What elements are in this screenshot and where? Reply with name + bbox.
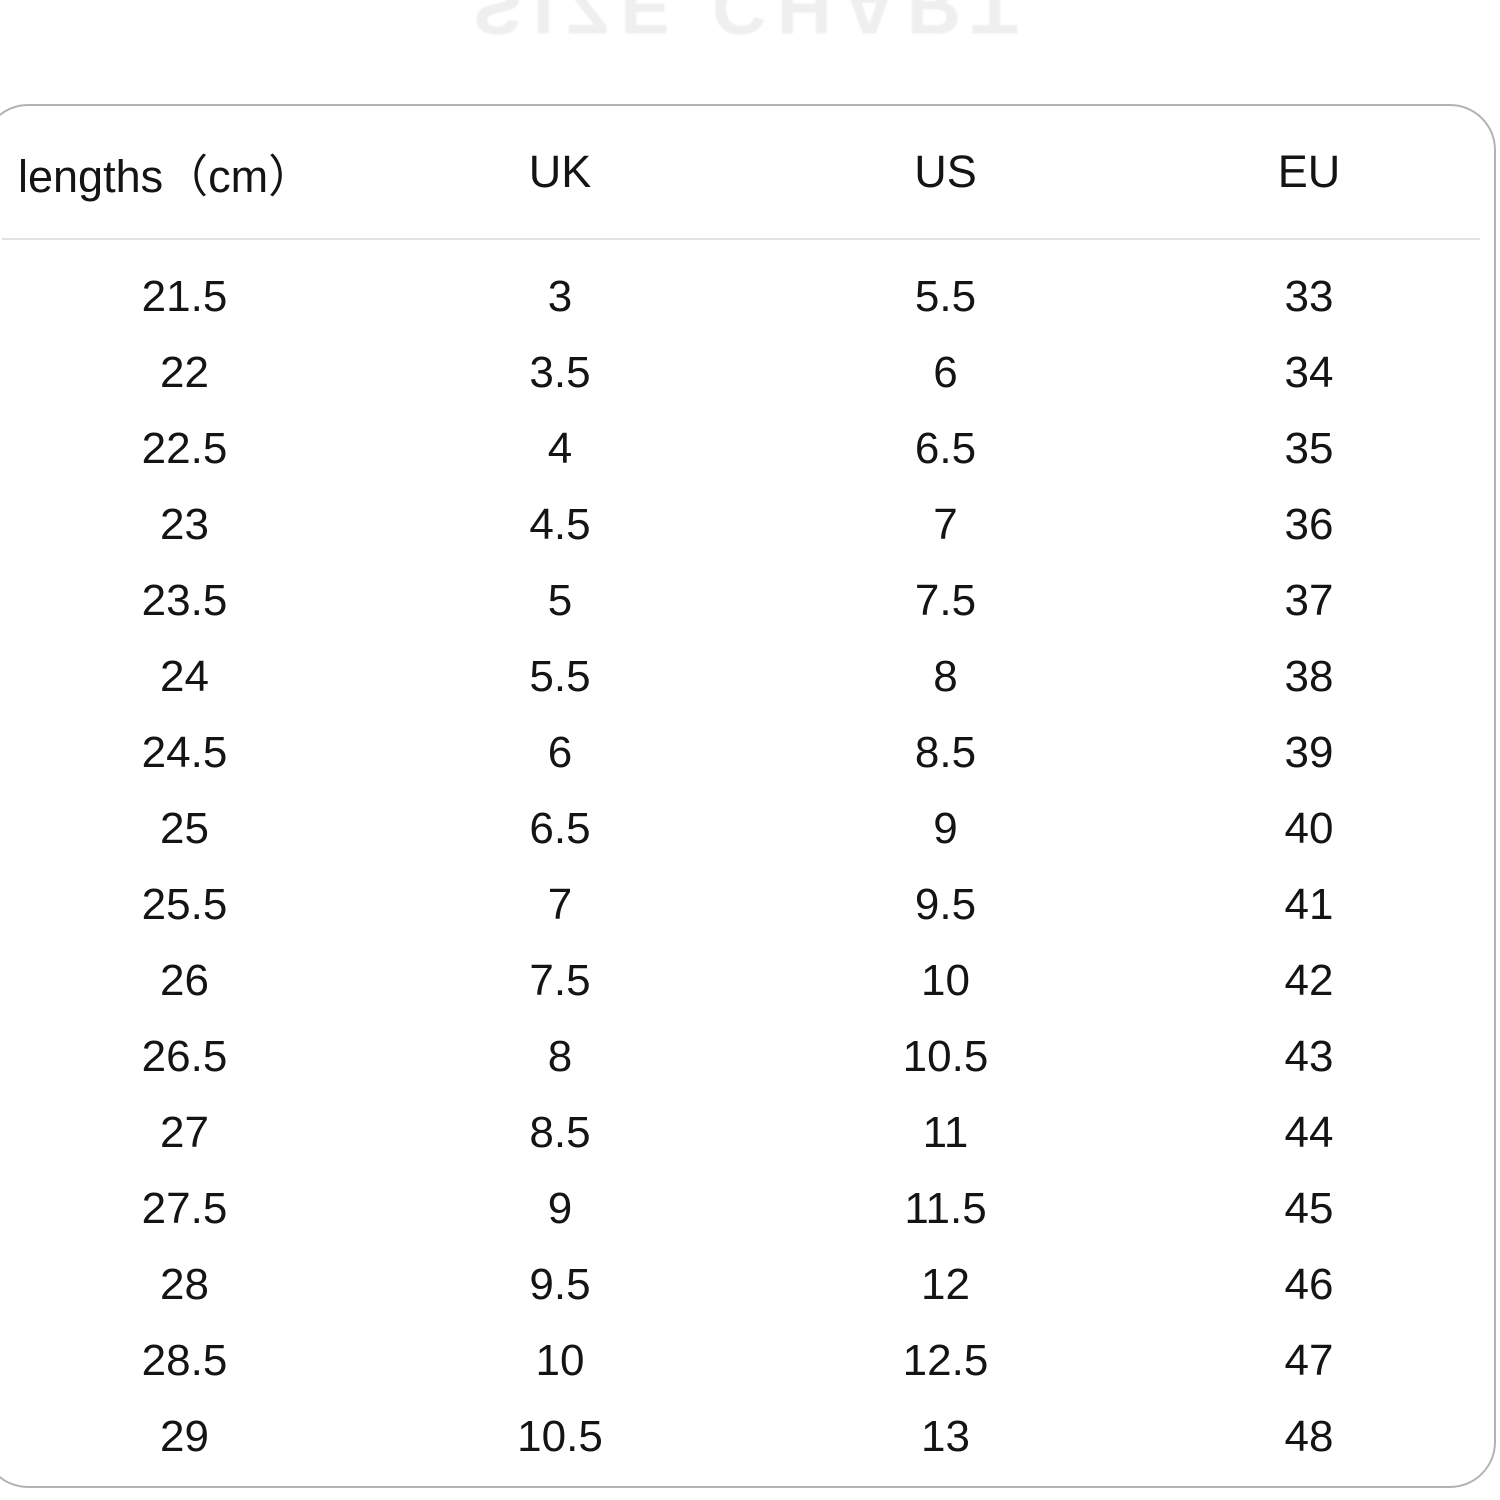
cell-uk: 7 xyxy=(547,880,573,929)
cell-length: 21.5 xyxy=(141,272,228,321)
table-row: 22 3.5 6 34 xyxy=(2,335,1480,411)
cell-length: 24.5 xyxy=(141,728,228,777)
table-row: 28.5 10 12.5 47 xyxy=(2,1323,1480,1399)
table-row: 27 8.5 11 44 xyxy=(2,1095,1480,1171)
cell-length: 27.5 xyxy=(141,1184,228,1233)
table-row: 26 7.5 10 42 xyxy=(2,943,1480,1019)
table-row: 23 4.5 7 36 xyxy=(2,487,1480,563)
cell-eu: 43 xyxy=(1284,1032,1334,1081)
cell-length: 25 xyxy=(160,804,209,853)
cell-eu: 35 xyxy=(1284,424,1334,473)
cell-eu: 41 xyxy=(1284,880,1334,929)
column-header-lengths: lengths（cm） xyxy=(18,150,314,202)
table-row: 25.5 7 9.5 41 xyxy=(2,867,1480,943)
cell-eu: 46 xyxy=(1284,1260,1334,1309)
table-body: 21.5 3 5.5 33 22 3.5 6 34 22.5 4 6.5 35 xyxy=(2,240,1480,1475)
cell-eu: 45 xyxy=(1284,1184,1334,1233)
cell-us: 10 xyxy=(921,956,970,1005)
cell-length: 29 xyxy=(160,1412,209,1461)
table-header-row: lengths（cm） UK US EU xyxy=(2,106,1480,240)
cell-length: 26 xyxy=(160,956,209,1005)
table-row: 28 9.5 12 46 xyxy=(2,1247,1480,1323)
size-chart-table: lengths（cm） UK US EU 21.5 3 5.5 33 22 3.… xyxy=(2,106,1480,1486)
cell-us: 9.5 xyxy=(914,880,977,929)
watermark-text: SIZE CHART xyxy=(472,0,1028,49)
cell-eu: 37 xyxy=(1284,576,1334,625)
cell-uk: 6 xyxy=(547,728,573,777)
cell-us: 12.5 xyxy=(902,1336,989,1385)
cell-length: 23 xyxy=(160,500,209,549)
cell-eu: 40 xyxy=(1284,804,1334,853)
cell-us: 8 xyxy=(933,652,958,701)
cell-length: 27 xyxy=(160,1108,209,1157)
cell-uk: 9.5 xyxy=(529,1260,591,1309)
cell-uk: 9 xyxy=(547,1184,573,1233)
cell-us: 5.5 xyxy=(914,272,977,321)
size-chart-watermark: SIZE CHART xyxy=(0,0,1500,64)
column-header-eu: EU xyxy=(1277,146,1341,197)
cell-length: 25.5 xyxy=(141,880,228,929)
cell-length: 24 xyxy=(160,652,209,701)
table-row: 22.5 4 6.5 35 xyxy=(2,411,1480,487)
cell-us: 11.5 xyxy=(904,1184,987,1233)
cell-length: 28.5 xyxy=(141,1336,228,1385)
cell-eu: 34 xyxy=(1284,348,1334,397)
cell-eu: 36 xyxy=(1284,500,1334,549)
cell-uk: 10 xyxy=(535,1336,585,1385)
cell-eu: 42 xyxy=(1284,956,1334,1005)
cell-uk: 3 xyxy=(547,272,573,321)
cell-eu: 44 xyxy=(1284,1108,1334,1157)
cell-eu: 47 xyxy=(1284,1336,1334,1385)
table-row: 21.5 3 5.5 33 xyxy=(2,259,1480,335)
column-header-us: US xyxy=(914,146,977,197)
cell-us: 9 xyxy=(933,804,958,853)
cell-us: 7 xyxy=(933,500,958,549)
cell-uk: 3.5 xyxy=(529,348,591,397)
table-row: 27.5 9 11.5 45 xyxy=(2,1171,1480,1247)
cell-eu: 33 xyxy=(1284,272,1334,321)
cell-length: 26.5 xyxy=(141,1032,228,1081)
cell-uk: 8 xyxy=(547,1032,573,1081)
column-header-uk: UK xyxy=(528,146,592,197)
cell-uk: 7.5 xyxy=(529,956,591,1005)
cell-us: 13 xyxy=(921,1412,970,1461)
cell-eu: 38 xyxy=(1284,652,1334,701)
cell-us: 10.5 xyxy=(902,1032,989,1081)
table-row: 23.5 5 7.5 37 xyxy=(2,563,1480,639)
table-row: 25 6.5 9 40 xyxy=(2,791,1480,867)
table-row: 29 10.5 13 48 xyxy=(2,1399,1480,1475)
cell-length: 22 xyxy=(160,348,209,397)
cell-uk: 4 xyxy=(547,424,573,473)
cell-uk: 5.5 xyxy=(529,652,591,701)
cell-uk: 5 xyxy=(547,576,573,625)
cell-us: 6.5 xyxy=(914,424,977,473)
cell-uk: 8.5 xyxy=(529,1108,591,1157)
cell-eu: 48 xyxy=(1284,1412,1334,1461)
size-chart-card: lengths（cm） UK US EU 21.5 3 5.5 33 22 3.… xyxy=(0,104,1496,1488)
cell-us: 7.5 xyxy=(914,576,977,625)
cell-uk: 6.5 xyxy=(529,804,591,853)
table-row: 24 5.5 8 38 xyxy=(2,639,1480,715)
cell-eu: 39 xyxy=(1284,728,1334,777)
cell-length: 22.5 xyxy=(141,424,228,473)
cell-us: 6 xyxy=(933,348,958,397)
cell-length: 23.5 xyxy=(141,576,228,625)
table-row: 24.5 6 8.5 39 xyxy=(2,715,1480,791)
cell-uk: 10.5 xyxy=(517,1412,603,1461)
cell-us: 12 xyxy=(921,1260,970,1309)
cell-length: 28 xyxy=(160,1260,209,1309)
cell-us: 8.5 xyxy=(914,728,977,777)
cell-us: 11 xyxy=(922,1108,969,1157)
cell-uk: 4.5 xyxy=(529,500,591,549)
table-row: 26.5 8 10.5 43 xyxy=(2,1019,1480,1095)
